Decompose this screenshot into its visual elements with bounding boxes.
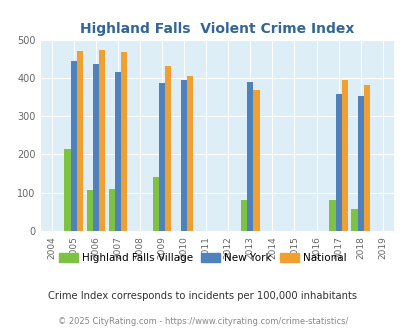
Bar (152, 178, 158, 231)
Title: Highland Falls  Violent Crime Index: Highland Falls Violent Crime Index (80, 22, 354, 36)
Bar (77, 51, 83, 231)
Bar (86, 190, 92, 231)
Bar (181, 80, 187, 231)
Text: © 2025 CityRating.com - https://www.cityrating.com/crime-statistics/: © 2025 CityRating.com - https://www.city… (58, 317, 347, 326)
Bar (70, 61, 77, 231)
Bar (335, 94, 341, 231)
Bar (341, 80, 347, 231)
Bar (247, 82, 253, 231)
Bar (363, 85, 369, 231)
Bar (241, 200, 247, 231)
Bar (99, 50, 105, 231)
Bar (187, 76, 193, 231)
Bar (121, 52, 127, 231)
Bar (328, 200, 335, 231)
Bar (158, 83, 165, 231)
Bar (108, 189, 115, 231)
Bar (357, 96, 363, 231)
Bar (253, 90, 259, 231)
Bar (64, 149, 70, 231)
Bar (165, 66, 171, 231)
Bar (115, 72, 121, 231)
Legend: Highland Falls Village, New York, National: Highland Falls Village, New York, Nation… (55, 248, 350, 267)
Text: Crime Index corresponds to incidents per 100,000 inhabitants: Crime Index corresponds to incidents per… (48, 291, 357, 301)
Bar (92, 64, 99, 231)
Bar (351, 209, 357, 231)
